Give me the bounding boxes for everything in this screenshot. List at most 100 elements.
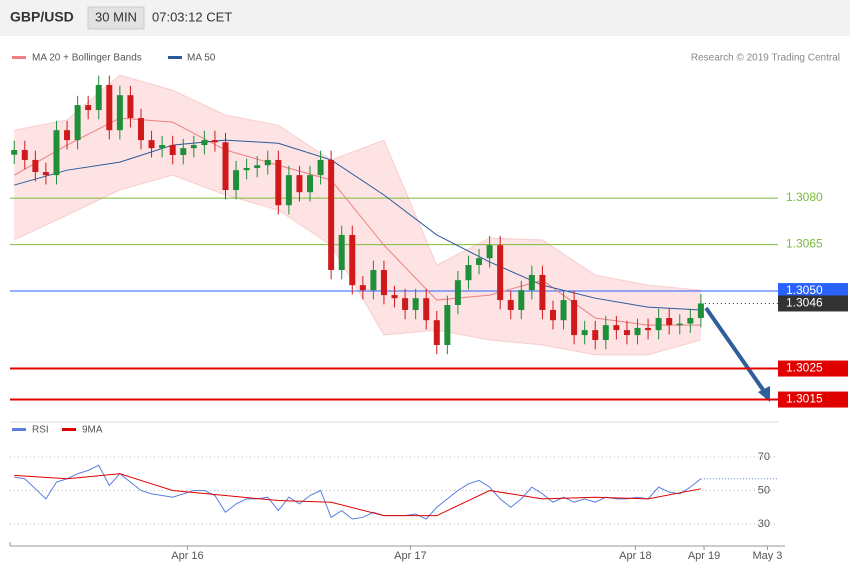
candle-body — [486, 245, 493, 259]
candle-body — [169, 145, 176, 155]
level-label: 1.3015 — [786, 392, 823, 406]
candle-body — [581, 330, 588, 336]
candle-body — [32, 159, 39, 173]
candle-body — [539, 274, 546, 310]
candle-body — [507, 300, 514, 310]
candle-body — [137, 118, 144, 141]
series-line — [14, 464, 702, 520]
last-price-box — [778, 295, 848, 312]
x-tick-label: Apr 19 — [688, 550, 720, 562]
candle-body — [95, 84, 102, 111]
candle-body — [74, 105, 81, 141]
legend-label: RSI — [32, 425, 49, 436]
legend-swatch — [168, 56, 182, 59]
candle-body — [180, 148, 187, 155]
x-tick-label: May 3 — [752, 550, 782, 562]
series-line — [14, 473, 701, 517]
candle-body — [613, 325, 620, 331]
level-label: 1.3065 — [786, 237, 823, 251]
candle-body — [328, 159, 335, 270]
candle-body — [127, 95, 134, 119]
x-tick-label: Apr 16 — [171, 550, 203, 562]
y-tick-label: 70 — [758, 451, 770, 463]
candle-body — [296, 175, 303, 193]
candle-body — [518, 290, 525, 310]
candle-body — [21, 150, 28, 160]
candle-body — [106, 84, 113, 131]
y-tick-label: 50 — [758, 484, 770, 496]
level-label-box — [778, 360, 848, 377]
candle-body — [602, 325, 609, 341]
candle-body — [370, 269, 377, 291]
candle-body — [391, 295, 398, 299]
level-label: 1.3080 — [786, 190, 823, 204]
bollinger-upper — [14, 74, 701, 291]
candle-body — [349, 234, 356, 286]
candle-body — [476, 258, 483, 266]
candle-body — [433, 320, 440, 345]
interval[interactable]: 30 MIN — [95, 9, 137, 24]
candle-body — [444, 305, 451, 345]
y-tick-label: 30 — [758, 518, 770, 530]
candle-body — [497, 245, 504, 301]
candle-body — [275, 159, 282, 206]
candle-body — [307, 175, 314, 193]
level-label: 1.3050 — [786, 283, 823, 297]
candle-body — [697, 303, 704, 319]
candle-body — [85, 105, 92, 111]
candle-body — [359, 285, 366, 291]
candle-body — [211, 140, 218, 143]
level-label-box — [778, 391, 848, 408]
candle-body — [528, 274, 535, 291]
candle-body — [190, 145, 197, 149]
ma50-line — [14, 139, 701, 311]
bollinger-lower — [14, 174, 702, 356]
candle-body — [412, 298, 419, 310]
copyright: Research © 2019 Trading Central — [691, 53, 840, 64]
candle-body — [64, 130, 71, 141]
candle-body — [549, 309, 556, 321]
candle-body — [11, 150, 18, 155]
candle-body — [201, 140, 208, 146]
candle-body — [243, 168, 250, 171]
candle-body — [402, 298, 409, 310]
candle-body — [465, 265, 472, 281]
level-label-box — [778, 283, 848, 300]
candle-body — [560, 300, 567, 321]
candle-body — [116, 95, 123, 131]
legend-swatch — [12, 56, 26, 59]
candle-body — [666, 318, 673, 326]
candle-body — [380, 269, 387, 296]
legend-swatch — [12, 428, 26, 431]
candle-body — [159, 145, 166, 149]
legend-label: MA 50 — [187, 53, 216, 64]
x-tick-label: Apr 18 — [619, 550, 651, 562]
candle-body — [623, 330, 630, 336]
candle-body — [222, 142, 229, 191]
legend-swatch — [62, 428, 76, 431]
legend-label: MA 20 + Bollinger Bands — [32, 53, 142, 64]
candle-body — [687, 318, 694, 324]
candle-body — [676, 323, 683, 326]
time: 07:03:12 CET — [152, 9, 232, 24]
x-tick-label: Apr 17 — [394, 550, 426, 562]
candle-body — [233, 170, 240, 191]
candle-body — [423, 298, 430, 321]
last-price-label: 1.3046 — [786, 296, 823, 310]
candle-body — [592, 330, 599, 341]
candle-body — [264, 159, 271, 166]
candle-body — [454, 280, 461, 306]
candle-body — [634, 327, 641, 336]
candle-body — [645, 327, 652, 331]
ma20-line — [13, 117, 701, 326]
legend-label: 9MA — [82, 425, 103, 436]
forecast-arrow — [704, 306, 768, 396]
candle-body — [338, 234, 345, 270]
level-label: 1.3025 — [786, 361, 823, 375]
forecast-arrowhead — [758, 386, 770, 402]
candle-body — [42, 172, 49, 176]
interval-box[interactable] — [87, 6, 145, 30]
candle-body — [53, 130, 60, 176]
